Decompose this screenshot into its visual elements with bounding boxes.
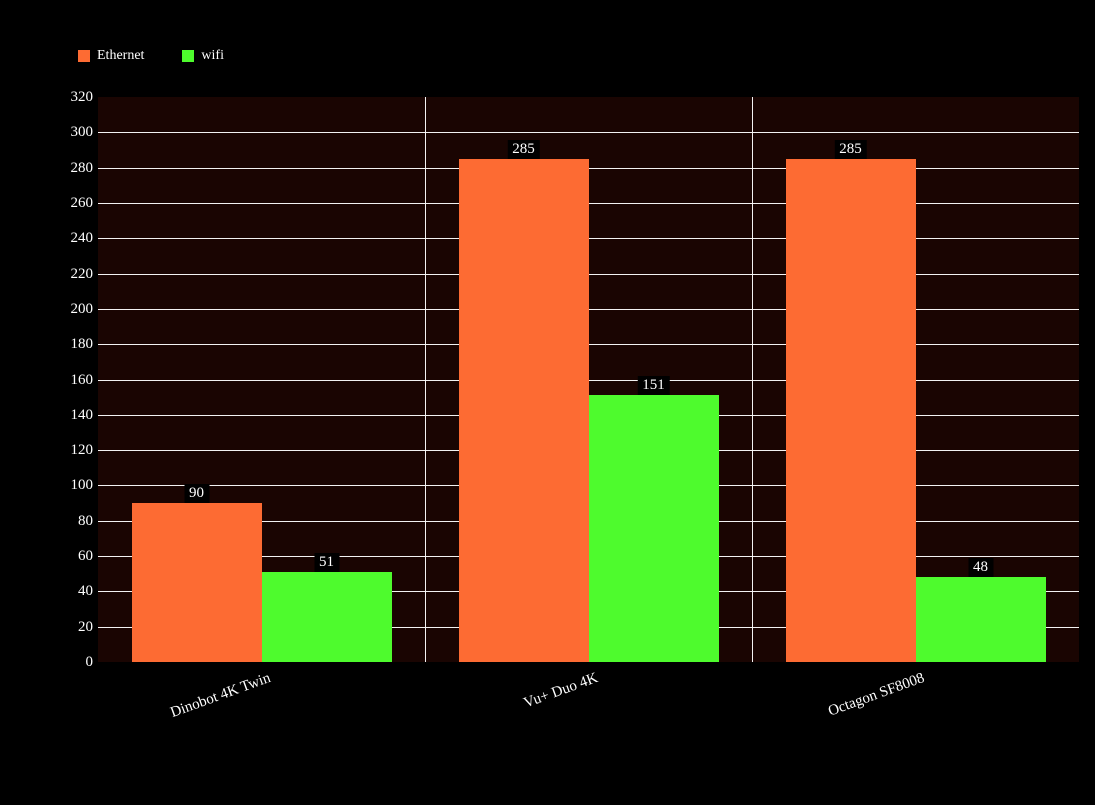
legend-item-wifi: wifi [182,49,224,63]
x-category-label: Vu+ Duo 4K [521,670,600,712]
gridline [98,238,1079,240]
bar-ethernet-2 [458,158,589,662]
y-tick-label: 260 [70,194,94,211]
bar-value-label: 285 [507,139,540,159]
bar-value-label: 51 [314,552,339,572]
y-tick-label: 140 [70,406,94,423]
x-category-label: Octagon SF8008 [826,670,927,720]
y-tick-label: 240 [70,230,94,247]
gridline [98,308,1079,310]
y-tick-label: 200 [70,300,94,317]
y-tick-label: 0 [85,654,94,670]
gridline [98,344,1079,346]
y-tick-label: 20 [78,618,93,635]
y-tick-label: 40 [78,583,93,600]
category-separator [752,97,753,662]
plot-area: 90 51 285 151 285 48 [98,97,1079,662]
bar-wifi-3 [915,577,1046,662]
gridline [98,379,1079,381]
gridline [98,202,1079,204]
bar-wifi-1 [261,571,392,662]
y-tick-label: 120 [70,442,94,459]
bar-wifi-2 [588,395,719,662]
gridline [98,132,1079,134]
legend: Ethernet wifi [78,49,224,63]
legend-label-wifi: wifi [201,48,224,63]
x-axis-category-labels: Dinobot 4K Twin Vu+ Duo 4K Octagon SF8008 [98,662,1079,732]
y-tick-label: 100 [70,477,94,494]
y-tick-label: 180 [70,336,94,353]
bar-value-label: 285 [834,139,867,159]
legend-swatch-wifi-icon [182,50,195,62]
y-axis-tick-labels: 0 20 40 60 80 100 120 140 160 180 200 220 240 260 280 3… [0,89,94,670]
y-tick-label: 160 [70,371,94,388]
y-tick-label: 60 [78,548,93,565]
y-tick-label: 320 [70,89,94,105]
bar-value-label: 90 [184,484,209,504]
y-tick-label: 300 [70,124,94,141]
bar-ethernet-3 [785,158,916,662]
y-tick-label: 280 [70,159,94,176]
category-separator [425,97,426,662]
x-category-label: Dinobot 4K Twin [168,670,273,722]
legend-item-ethernet: Ethernet [78,49,144,63]
bar-ethernet-1 [131,503,262,662]
bar-value-label: 151 [637,376,670,396]
legend-label-ethernet: Ethernet [97,48,145,63]
gridline [98,273,1079,275]
y-tick-label: 80 [78,512,93,529]
y-tick-label: 220 [70,265,94,282]
gridline [98,167,1079,169]
bar-value-label: 48 [968,558,993,578]
legend-swatch-ethernet-icon [78,50,90,62]
